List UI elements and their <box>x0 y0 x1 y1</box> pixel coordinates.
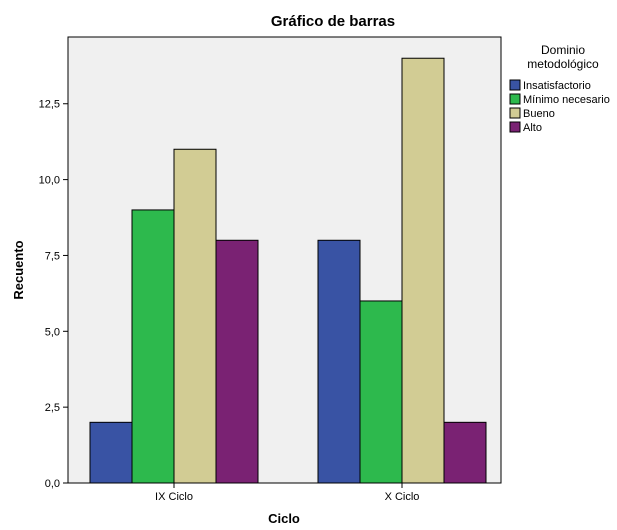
bar-ix-ciclo-series-4 <box>215 239 259 484</box>
bar-x-ciclo-series-2 <box>359 300 403 484</box>
y-tick-label: 12,5 <box>39 99 60 111</box>
y-axis-title: Recuento <box>11 240 26 299</box>
legend-label: Insatisfactorio <box>523 80 591 92</box>
chart-title: Gráfico de barras <box>271 13 395 30</box>
y-tick-label: 10,0 <box>39 175 60 187</box>
y-tick-label: 7,5 <box>45 250 60 262</box>
y-tick-label: 2,5 <box>45 402 60 414</box>
bar-x-ciclo-series-1 <box>317 239 361 484</box>
legend-swatch <box>509 79 521 91</box>
legend-swatch <box>509 121 521 133</box>
bars-group <box>89 57 487 484</box>
legend-swatch <box>509 93 521 105</box>
y-tick-label: 5,0 <box>45 326 60 338</box>
x-tick-label: X Ciclo <box>385 491 420 503</box>
legend-swatch <box>509 107 521 119</box>
bar-ix-ciclo-series-1 <box>89 421 133 484</box>
legend-label: Mínimo necesario <box>523 94 610 106</box>
x-tick-label: IX Ciclo <box>155 491 193 503</box>
bar-x-ciclo-series-4 <box>443 421 487 484</box>
x-axis-title: Ciclo <box>268 511 300 526</box>
legend-label: Alto <box>523 122 542 134</box>
bar-ix-ciclo-series-3 <box>173 148 217 484</box>
bar-ix-ciclo-series-2 <box>131 209 175 484</box>
y-tick-label: 0,0 <box>45 478 60 490</box>
bar-x-ciclo-series-3 <box>401 57 445 484</box>
legend-title: Dominio <box>541 43 585 57</box>
legend-label: Bueno <box>523 108 555 120</box>
legend-title: metodológico <box>527 57 599 71</box>
y-axis: 0,0 2,5 5,0 7,5 10,0 12,5 <box>39 99 68 490</box>
x-axis: IX Ciclo X Ciclo <box>155 483 419 503</box>
